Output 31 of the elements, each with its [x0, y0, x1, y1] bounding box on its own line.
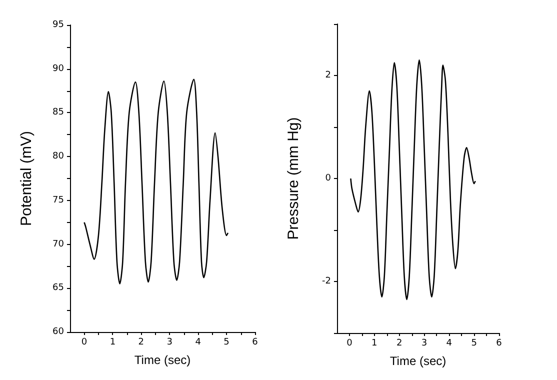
- x-tick-label: 5: [471, 338, 477, 348]
- y-axis-title: Potential (mV): [18, 130, 35, 226]
- x-tick-label: 2: [138, 338, 144, 348]
- x-tick-label: 1: [110, 338, 116, 348]
- line-series: [84, 78, 229, 284]
- x-tick-label: 0: [346, 338, 353, 348]
- y-tick-label: 75: [52, 195, 64, 206]
- x-tick-label: 6: [496, 338, 502, 348]
- x-axis-title: Time (sec): [134, 353, 191, 367]
- y-tick-label: 85: [52, 108, 64, 118]
- line-series: [350, 59, 476, 300]
- y-tick-label: 2: [325, 70, 331, 80]
- y-tick-label: 60: [52, 327, 64, 337]
- x-tick-label: 0: [81, 338, 88, 348]
- x-tick-label: 5: [224, 338, 230, 348]
- x-tick-label: 4: [195, 338, 202, 348]
- y-tick-label: 70: [52, 239, 64, 250]
- y-tick-label: 90: [52, 64, 64, 74]
- y-tick-label: 65: [52, 283, 64, 294]
- y-axis-title: Pressure (mm Hg): [285, 117, 302, 240]
- x-tick-label: 3: [166, 338, 172, 348]
- y-tick-label: 80: [52, 152, 64, 162]
- x-axis-title: Time (sec): [390, 354, 446, 368]
- x-tick-label: 6: [252, 338, 258, 348]
- x-tick-label: 2: [396, 338, 402, 348]
- y-tick-label: 95: [52, 20, 64, 30]
- x-tick-label: 3: [421, 338, 428, 348]
- y-tick-label: -2: [322, 276, 331, 286]
- x-tick-label: 4: [446, 338, 452, 348]
- x-tick-label: 1: [372, 338, 378, 348]
- y-tick-label: 0: [325, 174, 332, 184]
